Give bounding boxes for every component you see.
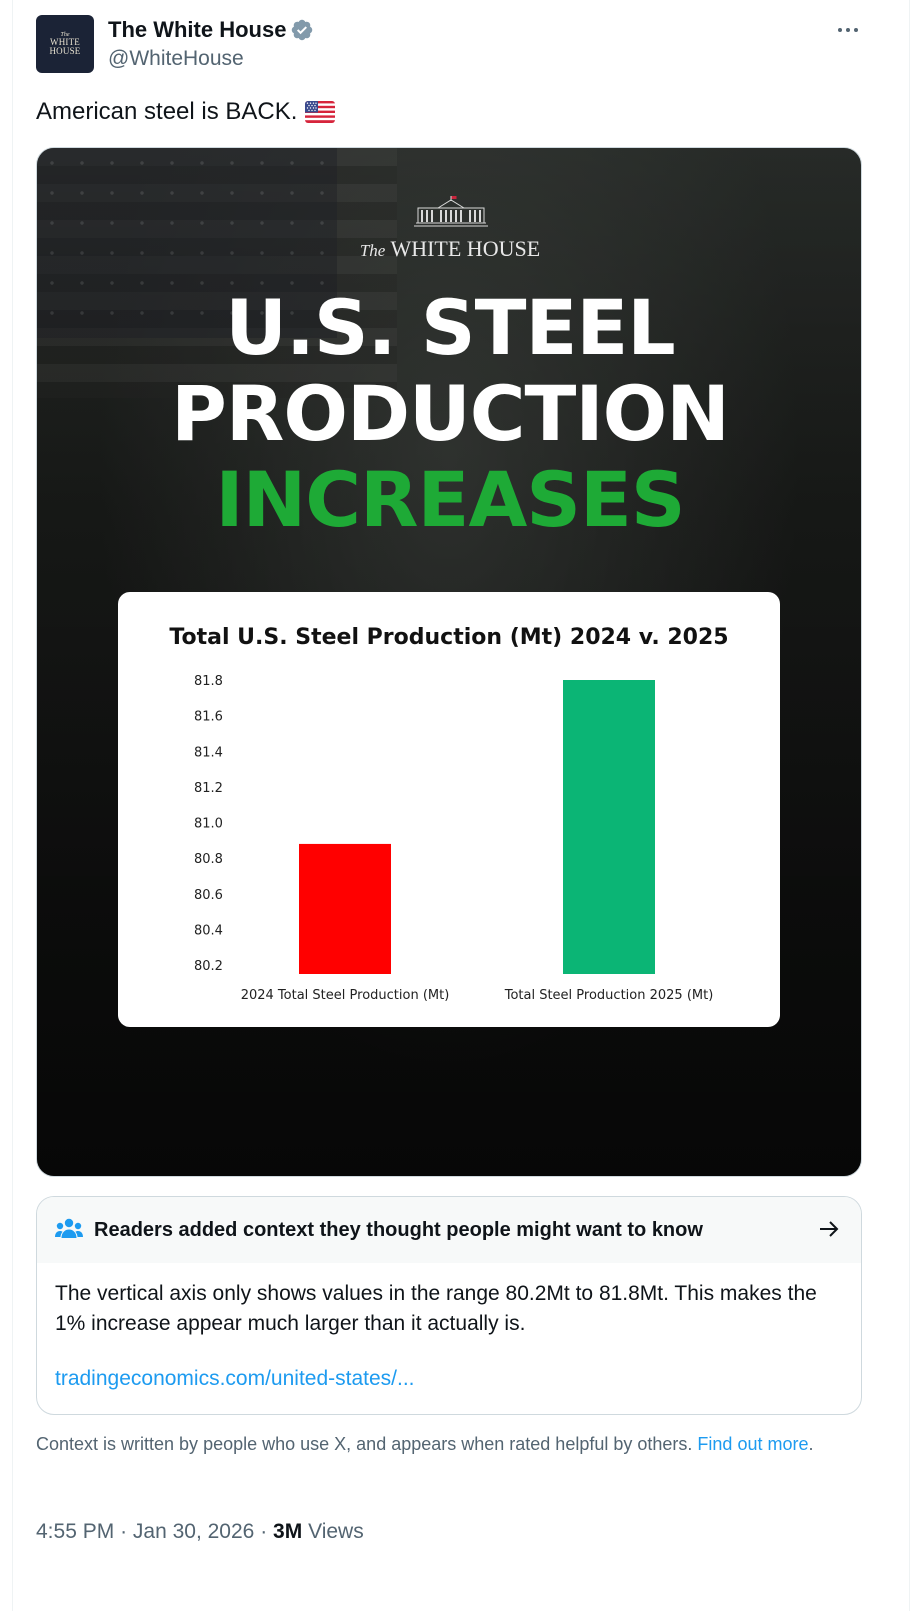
- avatar-text-white: WHITE: [50, 37, 80, 47]
- x-category-label-1: Total Steel Production 2025 (Mt): [504, 988, 714, 1003]
- community-note-header[interactable]: Readers added context they thought peopl…: [37, 1197, 861, 1263]
- tweet-frame: [12, 0, 910, 1611]
- headline-line-3: INCREASES: [215, 455, 685, 544]
- headline-line-1: U.S. STEEL: [225, 283, 676, 372]
- views-label: Views: [308, 1520, 364, 1543]
- y-tick-label-1: 81.6: [194, 710, 223, 725]
- white-house-logo-text: The WHITE HOUSE: [37, 236, 861, 262]
- bar-0: [299, 843, 391, 974]
- x-category-label-0: 2024 Total Steel Production (Mt): [241, 988, 450, 1003]
- community-note-body: The vertical axis only shows values in t…: [55, 1282, 817, 1335]
- community-note-source-link[interactable]: tradingeconomics.com/united-states/...: [55, 1367, 415, 1390]
- meta-separator-1: ·: [120, 1520, 128, 1543]
- chart-card: Total U.S. Steel Production (Mt) 2024 v.…: [118, 592, 780, 1027]
- white-house-building-icon: [414, 196, 488, 227]
- tweet-meta: 4:55 PM · Jan 30, 2026 · 3M Views: [36, 1520, 364, 1544]
- y-tick-label-7: 80.4: [194, 923, 223, 938]
- find-out-more-link[interactable]: Find out more: [697, 1434, 809, 1454]
- disclaimer-text: Context is written by people who use X, …: [36, 1434, 693, 1454]
- people-icon: [55, 1218, 83, 1238]
- y-axis-ticks: 81.8 81.6 81.4 81.2 81.0 80.8 80.6 80.4 80.2: [194, 674, 223, 974]
- y-tick-label-8: 80.2: [194, 959, 223, 974]
- author-handle[interactable]: @WhiteHouse: [108, 47, 244, 70]
- flag-united-states-icon: [305, 101, 336, 123]
- y-tick-label-5: 80.8: [194, 852, 223, 867]
- avatar-text-the: The: [60, 32, 70, 38]
- author-name-text[interactable]: The White House: [108, 17, 287, 42]
- community-note-disclaimer: Context is written by people who use X, …: [36, 1432, 862, 1456]
- tweet-date[interactable]: Jan 30, 2026: [132, 1520, 255, 1543]
- bar-1: [563, 680, 655, 974]
- y-tick-label-4: 81.0: [194, 817, 223, 832]
- meta-separator-2: ·: [260, 1520, 268, 1543]
- verified-badge-icon[interactable]: [290, 18, 314, 42]
- y-tick-label-2: 81.4: [194, 745, 223, 760]
- avatar[interactable]: The WHITE HOUSE: [36, 15, 94, 73]
- tweet-text-content: American steel is BACK.: [36, 98, 298, 125]
- headline-line-2: PRODUCTION: [171, 369, 730, 458]
- bar-chart: Total U.S. Steel Production (Mt) 2024 v.…: [169, 625, 728, 1003]
- logo-the: The: [359, 241, 386, 260]
- views-count: 3M: [273, 1520, 303, 1543]
- bars: [299, 680, 655, 974]
- tweet-time[interactable]: 4:55 PM: [36, 1520, 115, 1543]
- y-tick-label-6: 80.6: [194, 888, 223, 903]
- chart-title: Total U.S. Steel Production (Mt) 2024 v.…: [169, 625, 728, 650]
- x-axis-labels: 2024 Total Steel Production (Mt) Total St…: [241, 988, 714, 1003]
- arrow-right-icon[interactable]: [817, 1217, 841, 1241]
- community-note: Readers added context they thought peopl…: [36, 1196, 862, 1415]
- author-display-name[interactable]: The White House: [108, 17, 314, 43]
- logo-name: WHITE HOUSE: [390, 236, 541, 261]
- y-tick-label-0: 81.8: [194, 674, 223, 689]
- disclaimer-end: .: [808, 1434, 814, 1454]
- tweet-media-image[interactable]: The WHITE HOUSE U.S. STEEL PRODUCTION IN…: [36, 147, 862, 1177]
- tweet-text: American steel is BACK.: [36, 97, 336, 127]
- y-tick-label-3: 81.2: [194, 781, 223, 796]
- avatar-text-house: HOUSE: [49, 46, 81, 56]
- more-options-icon[interactable]: [834, 22, 862, 38]
- community-note-title[interactable]: Readers added context they thought peopl…: [94, 1219, 703, 1241]
